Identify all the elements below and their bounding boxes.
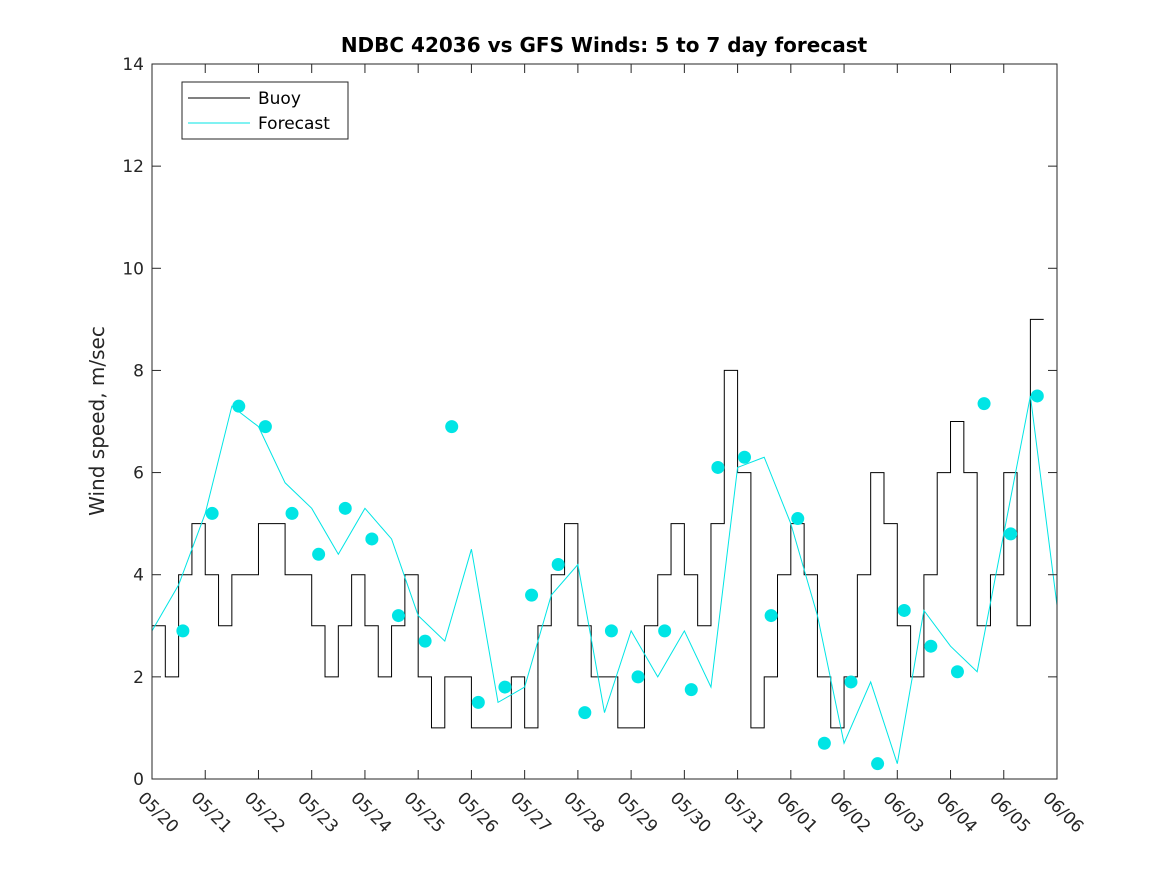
forecast-marker bbox=[176, 624, 190, 638]
y-tick-label: 8 bbox=[133, 361, 144, 381]
legend-forecast-label: Forecast bbox=[258, 114, 330, 134]
forecast-marker bbox=[871, 757, 885, 771]
forecast-marker bbox=[418, 634, 432, 648]
plot-data bbox=[152, 318, 1057, 771]
axes-box bbox=[151, 63, 1058, 780]
legend-buoy-label: Buoy bbox=[258, 89, 301, 109]
y-tick-label: 0 bbox=[133, 770, 144, 790]
forecast-marker bbox=[471, 695, 485, 709]
series-buoy-line bbox=[152, 318, 1044, 729]
forecast-marker bbox=[1030, 389, 1044, 403]
forecast-marker bbox=[312, 547, 326, 561]
forecast-marker bbox=[391, 609, 405, 623]
y-tick-label: 10 bbox=[122, 259, 144, 279]
forecast-marker bbox=[764, 609, 778, 623]
forecast-marker bbox=[631, 670, 645, 684]
series-forecast-line bbox=[152, 395, 1057, 764]
forecast-marker bbox=[525, 588, 539, 602]
forecast-marker bbox=[817, 736, 831, 750]
forecast-marker bbox=[365, 532, 379, 546]
forecast-marker bbox=[285, 506, 299, 520]
plot-area bbox=[152, 318, 1057, 771]
forecast-marker bbox=[498, 680, 512, 694]
chart-title: NDBC 42036 vs GFS Winds: 5 to 7 day fore… bbox=[341, 33, 868, 57]
forecast-marker bbox=[338, 501, 352, 515]
forecast-marker bbox=[844, 675, 858, 689]
forecast-marker bbox=[924, 639, 938, 653]
y-tick-label: 6 bbox=[133, 464, 144, 484]
forecast-marker bbox=[232, 399, 246, 413]
forecast-marker bbox=[977, 397, 991, 411]
forecast-marker bbox=[684, 683, 698, 697]
forecast-marker bbox=[551, 558, 565, 571]
forecast-marker bbox=[658, 624, 672, 638]
forecast-marker bbox=[791, 512, 805, 526]
y-tick-label: 14 bbox=[122, 55, 144, 75]
forecast-marker bbox=[1004, 527, 1018, 541]
y-axis-label: Wind speed, m/sec bbox=[85, 326, 109, 516]
y-tick-label: 2 bbox=[133, 668, 144, 688]
forecast-marker bbox=[711, 460, 725, 474]
forecast-marker bbox=[604, 624, 618, 638]
legend-box bbox=[181, 81, 349, 140]
forecast-marker bbox=[258, 420, 272, 434]
legend: Buoy Forecast bbox=[181, 81, 349, 140]
forecast-marker bbox=[205, 506, 219, 520]
forecast-marker bbox=[897, 603, 911, 617]
forecast-marker bbox=[738, 450, 752, 464]
y-tick-label: 12 bbox=[122, 157, 144, 177]
y-tick-label: 4 bbox=[133, 566, 144, 586]
forecast-marker bbox=[578, 706, 592, 720]
forecast-marker bbox=[950, 665, 964, 679]
forecast-marker bbox=[445, 420, 459, 434]
